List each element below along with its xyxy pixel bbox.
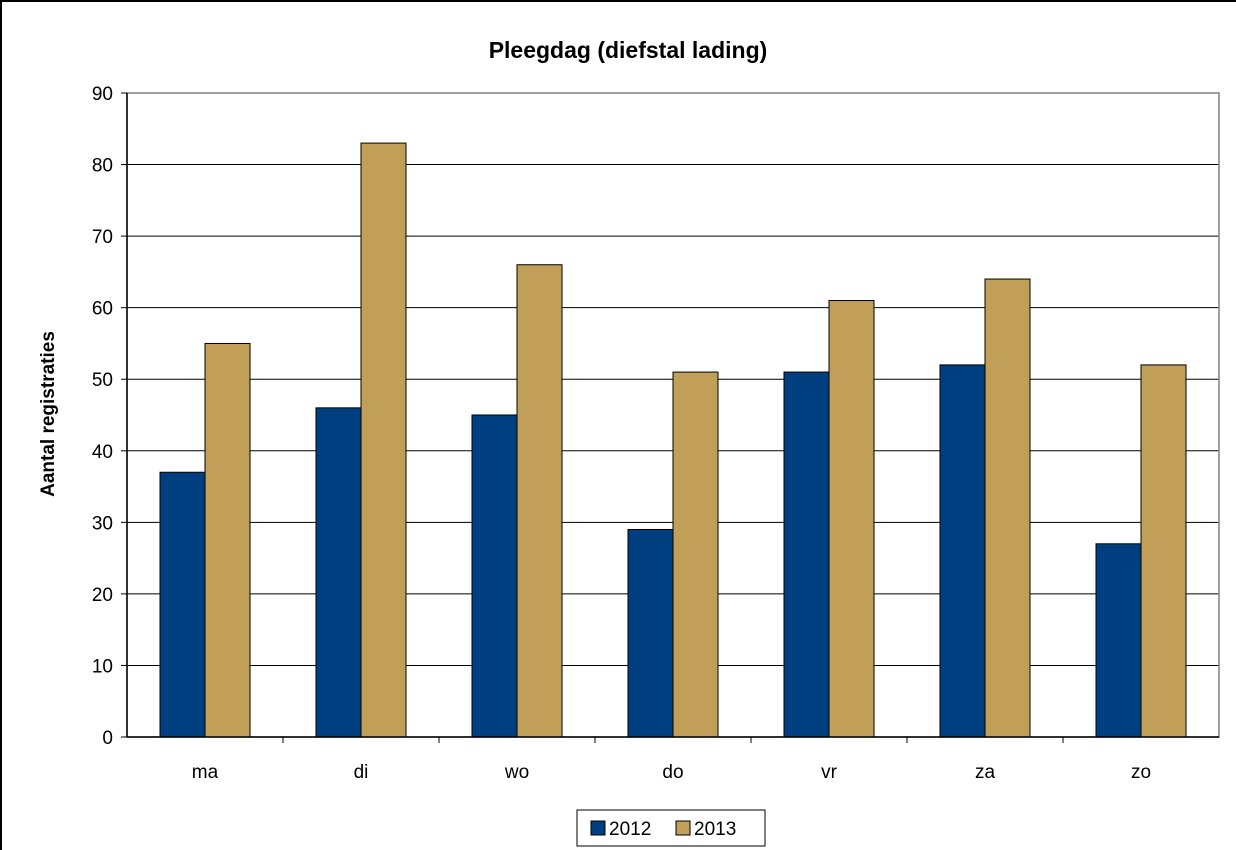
- y-tick-label: 30: [92, 513, 113, 534]
- bar-2013-wo: [516, 264, 563, 738]
- y-tick-label: 0: [102, 728, 113, 749]
- x-tick-label: do: [662, 762, 683, 783]
- bar-2013-zo: [1140, 364, 1187, 738]
- bar-2012-za: [939, 364, 986, 738]
- x-tick-label: di: [354, 762, 369, 783]
- legend-swatch-2013: [675, 820, 691, 836]
- y-tick-label: 10: [92, 656, 113, 677]
- y-tick-label: 50: [92, 370, 113, 391]
- y-tick-label: 90: [92, 84, 113, 105]
- bars: [159, 142, 1187, 738]
- bar-2013-ma: [204, 342, 251, 738]
- legend: 2012 2013: [576, 809, 766, 847]
- y-tick-label: 80: [92, 156, 113, 177]
- x-tick-label: vr: [821, 762, 838, 783]
- x-tick-label: za: [975, 762, 996, 783]
- bar-2012-do: [627, 528, 674, 738]
- y-tick-label: 60: [92, 299, 113, 320]
- bar-2012-vr: [783, 371, 830, 738]
- y-tick-label: 70: [92, 227, 113, 248]
- bar-2013-za: [984, 278, 1031, 738]
- axes: 0 10 20 30 40 50 60 70 80 90 ma di wo do vr za zo: [92, 84, 1219, 783]
- legend-swatch-2012: [590, 820, 606, 836]
- bar-2013-vr: [828, 300, 875, 738]
- bar-2013-do: [672, 371, 719, 738]
- bar-2012-zo: [1095, 543, 1142, 738]
- chart-title: Pleegdag (diefstal lading): [489, 37, 768, 63]
- x-tick-label: wo: [504, 762, 529, 783]
- y-axis-label: Aantal registraties: [38, 331, 59, 497]
- bar-2012-di: [315, 407, 362, 738]
- bar-2013-di: [360, 142, 407, 738]
- x-tick-label: zo: [1131, 762, 1151, 783]
- bar-2012-ma: [159, 471, 206, 738]
- x-tick-label: ma: [192, 762, 219, 783]
- legend-box: [576, 809, 766, 847]
- legend-label: 2013: [694, 819, 736, 840]
- y-tick-label: 20: [92, 585, 113, 606]
- y-tick-label: 40: [92, 442, 113, 463]
- legend-label: 2012: [609, 819, 651, 840]
- bar-2012-wo: [471, 414, 518, 738]
